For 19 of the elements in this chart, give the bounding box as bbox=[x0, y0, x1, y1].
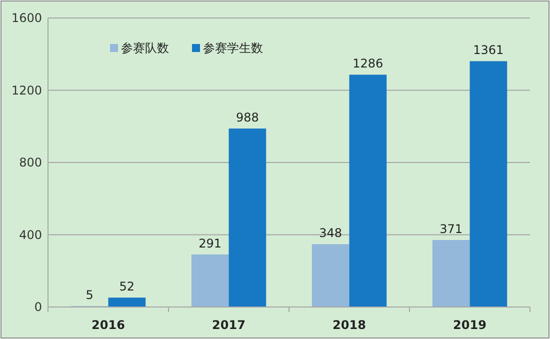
legend-label: 参赛队数 bbox=[121, 41, 169, 55]
y-tick-label: 400 bbox=[19, 228, 42, 242]
y-tick-label: 1200 bbox=[11, 83, 42, 98]
data-label: 291 bbox=[198, 236, 222, 250]
data-label: 1361 bbox=[473, 43, 504, 58]
data-label: 5 bbox=[86, 288, 94, 302]
data-label: 371 bbox=[440, 222, 463, 236]
data-label: 52 bbox=[119, 280, 135, 294]
x-tick-label: 2016 bbox=[92, 318, 125, 332]
legend-label: 参赛学生数 bbox=[203, 41, 263, 55]
y-tick-label: 800 bbox=[19, 156, 42, 170]
data-label: 988 bbox=[236, 110, 259, 125]
y-tick-label: 0 bbox=[34, 300, 42, 314]
data-label: 1286 bbox=[352, 56, 384, 71]
x-tick-label: 2018 bbox=[332, 318, 366, 332]
x-tick-label: 2019 bbox=[453, 318, 486, 332]
x-tick-label: 2017 bbox=[212, 318, 246, 332]
data-label: 348 bbox=[319, 226, 342, 240]
y-tick-label: 1600 bbox=[11, 11, 42, 25]
